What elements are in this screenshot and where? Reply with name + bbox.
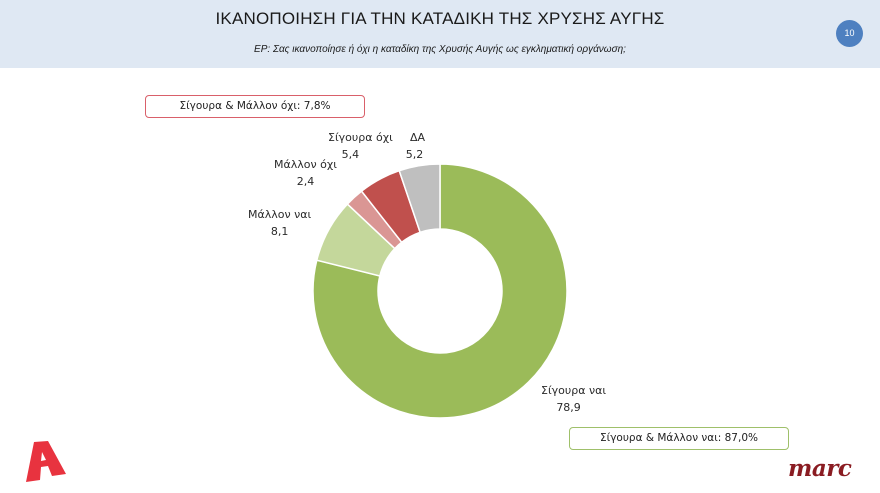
donut-slice <box>398 163 441 234</box>
yes-total-callout: Σίγουρα & Μάλλον ναι: 87,0% <box>569 427 789 450</box>
label-name: ΔΑ <box>410 131 426 144</box>
label-name: Σίγουρα όχι <box>328 131 393 144</box>
label-value: 2,4 <box>296 175 315 188</box>
label-value: 8,1 <box>270 225 289 238</box>
label-definitely-yes: Σίγουρα ναι 78,9 <box>541 384 606 414</box>
label-name: Μάλλον όχι <box>274 158 337 171</box>
page-number-badge: 10 <box>836 20 863 47</box>
alpha-tv-logo-icon <box>26 441 66 482</box>
label-value: 5,4 <box>341 148 360 161</box>
no-total-callout: Σίγουρα & Μάλλον όχι: 7,8% <box>145 95 365 118</box>
label-value: 78,9 <box>556 401 581 414</box>
label-rather-yes: Μάλλον ναι 8,1 <box>248 208 311 238</box>
label-name: Μάλλον ναι <box>248 208 312 221</box>
label-dk: ΔΑ 5,2 <box>406 131 426 161</box>
question-subtitle: ΕΡ: Σας ικανοποίησε ή όχι η καταδίκη της… <box>254 44 626 55</box>
label-rather-no: Μάλλον όχι 2,4 <box>274 158 337 188</box>
label-definitely-no: Σίγουρα όχι 5,4 <box>328 131 393 161</box>
marc-logo: marc <box>788 455 852 482</box>
label-value: 5,2 <box>405 148 424 161</box>
page-title: ΙΚΑΝΟΠΟΙΗΣΗ ΓΙΑ ΤΗΝ ΚΑΤΑΔΙΚΗ ΤΗΣ ΧΡΥΣΗΣ … <box>215 9 665 28</box>
donut-slice <box>312 163 568 419</box>
label-name: Σίγουρα ναι <box>541 384 607 397</box>
header-bar: ΙΚΑΝΟΠΟΙΗΣΗ ΓΙΑ ΤΗΝ ΚΑΤΑΔΙΚΗ ΤΗΣ ΧΡΥΣΗΣ … <box>0 0 880 68</box>
